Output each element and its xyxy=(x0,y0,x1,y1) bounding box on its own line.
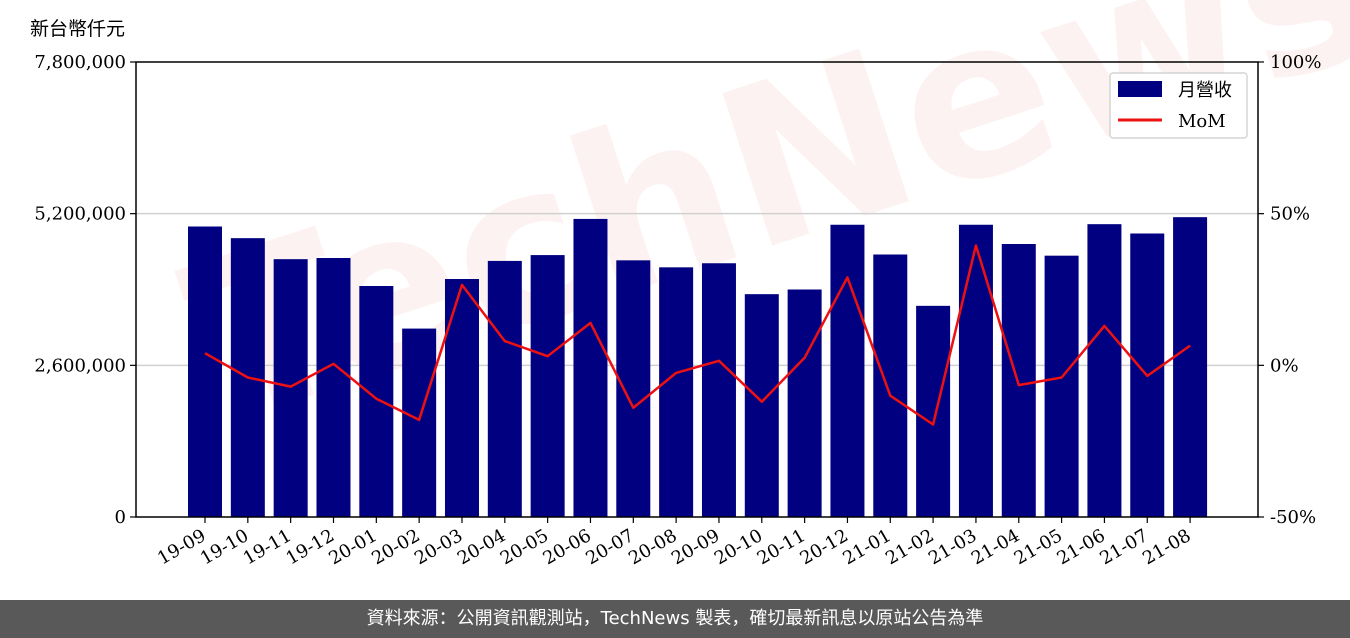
bar-20-01 xyxy=(359,286,394,517)
mom-line xyxy=(204,244,1191,426)
bar-20-03 xyxy=(444,279,479,517)
x-tick-label: 20-11 xyxy=(754,525,809,569)
x-tick-label: 20-07 xyxy=(582,525,637,569)
x-tick-label: 20-03 xyxy=(411,525,466,569)
bar-19-11 xyxy=(273,259,308,517)
bar-21-06 xyxy=(1087,224,1122,517)
bar-20-08 xyxy=(659,267,694,517)
bar-21-02 xyxy=(916,305,951,517)
x-tick-label: 20-05 xyxy=(497,525,552,569)
legend: 月營收 MoM xyxy=(1109,72,1248,139)
bar-20-11 xyxy=(787,289,822,517)
legend-swatch-bar xyxy=(1118,81,1162,97)
left-tick-label: 2,600,000 xyxy=(34,355,126,376)
bar-21-01 xyxy=(873,254,908,517)
legend-label-revenue: 月營收 xyxy=(1178,80,1232,101)
bar-21-04 xyxy=(1001,244,1036,517)
x-tick-label: 20-04 xyxy=(454,525,509,569)
bar-19-12 xyxy=(316,258,351,517)
x-tick-label: 19-09 xyxy=(154,525,209,569)
source-footer: 資料來源：公開資訊觀測站，TechNews 製表，確切最新訊息以原站公告為準 xyxy=(0,600,1350,638)
revenue-bars xyxy=(188,217,1208,518)
x-tick-label: 19-12 xyxy=(283,525,338,569)
x-tick-label: 20-01 xyxy=(325,525,380,569)
right-tick-label: 0% xyxy=(1270,355,1299,376)
x-tick-label: 21-06 xyxy=(1053,525,1108,569)
x-tick-label: 20-08 xyxy=(625,525,680,569)
x-tick-label: 21-08 xyxy=(1139,525,1194,569)
bar-21-03 xyxy=(958,224,993,517)
bar-20-12 xyxy=(830,224,865,517)
right-tick-label: 100% xyxy=(1270,52,1321,73)
x-tick-label: 20-10 xyxy=(711,525,766,569)
bar-19-09 xyxy=(188,226,222,517)
bar-20-02 xyxy=(402,328,437,517)
bar-20-04 xyxy=(487,260,522,517)
bar-20-10 xyxy=(744,294,779,517)
bar-20-07 xyxy=(616,260,651,517)
y-axis-unit-label: 新台幣仟元 xyxy=(30,18,126,40)
x-tick-label: 20-06 xyxy=(540,525,595,569)
bar-20-09 xyxy=(701,263,736,517)
x-tick-label: 21-05 xyxy=(1011,525,1066,569)
right-tick-label: 50% xyxy=(1270,204,1310,225)
bar-21-08 xyxy=(1173,217,1208,517)
x-tick-label: 19-11 xyxy=(240,525,295,569)
bar-20-06 xyxy=(573,218,608,517)
x-tick-label: 20-02 xyxy=(368,525,423,569)
bar-20-05 xyxy=(530,255,565,518)
x-tick-label: 20-12 xyxy=(797,525,852,569)
x-tick-label: 19-10 xyxy=(197,525,252,569)
x-tick-label: 21-01 xyxy=(839,525,894,569)
x-tick-label: 21-03 xyxy=(925,525,980,569)
x-tick-label: 21-07 xyxy=(1096,525,1151,569)
plot-frame xyxy=(135,61,1259,518)
x-tick-label: 21-02 xyxy=(882,525,937,569)
x-tick-label: 21-04 xyxy=(968,525,1023,569)
left-tick-label: 5,200,000 xyxy=(34,204,126,225)
left-tick-label: 0 xyxy=(115,507,126,528)
revenue-chart: 0 2,600,000 5,200,000 7,800,000 -50% 0% 50% 100… xyxy=(34,52,1321,569)
mom-line-layer xyxy=(204,244,1191,426)
bar-21-05 xyxy=(1044,255,1079,517)
right-tick-label: -50% xyxy=(1270,507,1316,528)
left-tick-label: 7,800,000 xyxy=(34,52,126,73)
x-tick-label: 20-09 xyxy=(668,525,723,569)
legend-label-mom: MoM xyxy=(1178,111,1226,132)
